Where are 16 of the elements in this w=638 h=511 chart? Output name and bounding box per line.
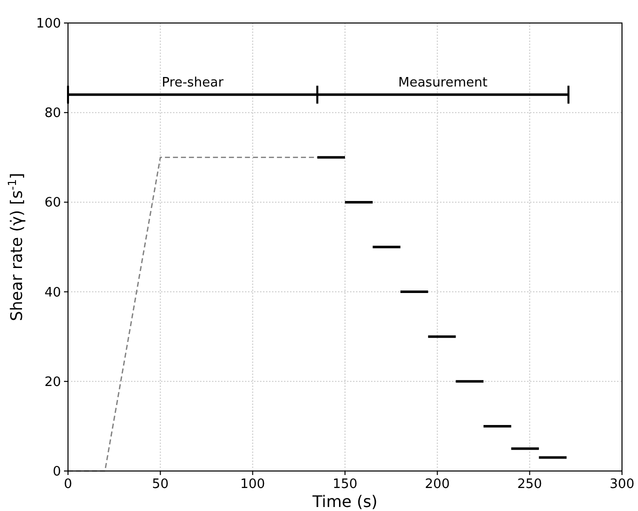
x-tick-label: 50	[152, 477, 169, 492]
y-tick-label: 20	[44, 374, 61, 390]
y-tick-label: 60	[44, 196, 61, 211]
x-axis-title: Time (s)	[311, 492, 378, 511]
y-tick-label: 100	[36, 16, 61, 32]
x-tick-label: 150	[332, 477, 358, 492]
x-tick-label: 200	[424, 477, 450, 492]
y-tick-label: 80	[44, 106, 61, 122]
x-tick-label: 300	[610, 477, 634, 492]
y-tick-label: 40	[44, 285, 61, 300]
annotation: Pre-shear	[162, 76, 224, 91]
x-tick-label: 0	[64, 477, 72, 492]
annotation: Measurement	[398, 76, 488, 91]
x-tick-label: 250	[517, 477, 542, 492]
x-tick-label: 100	[240, 477, 266, 492]
y-tick-label: 0	[52, 464, 61, 480]
